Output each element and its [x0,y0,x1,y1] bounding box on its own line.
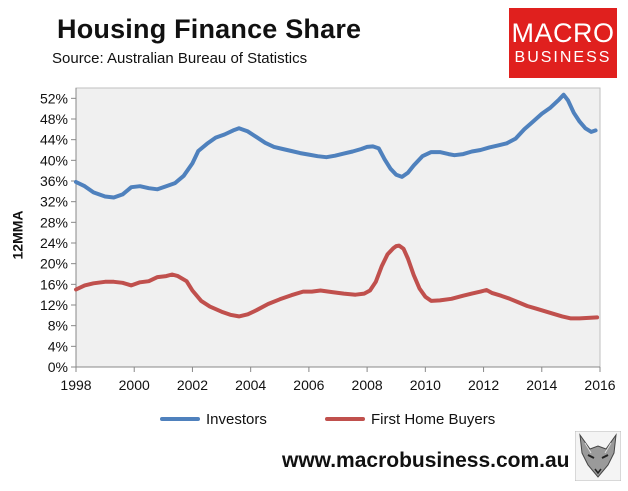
y-tick-label: 40% [40,152,68,168]
x-tick-label: 2002 [177,377,208,393]
y-tick-label: 4% [48,338,68,354]
y-tick-label: 24% [40,235,68,251]
logo-line-1: MACRO [511,17,615,48]
chart-source: Source: Australian Bureau of Statistics [52,50,308,67]
x-tick-label: 2006 [293,377,324,393]
y-tick-label: 36% [40,173,68,189]
macrobusiness-logo: MACRO BUSINESS [509,8,617,78]
y-tick-label: 12% [40,297,68,313]
x-tick-label: 2010 [410,377,441,393]
fox-logo-icon [575,431,621,481]
y-tick-label: 0% [48,359,68,375]
plot-area [75,87,601,368]
y-tick-label: 8% [48,318,68,334]
y-tick-label: 16% [40,276,68,292]
x-tick-label: 2004 [235,377,266,393]
y-tick-label: 44% [40,132,68,148]
y-tick-label: 20% [40,256,68,272]
legend-swatch-first-home-buyers [325,417,365,421]
x-tick-label: 2000 [119,377,150,393]
x-tick-label: 2012 [468,377,499,393]
legend-label-first-home-buyers: First Home Buyers [371,410,496,428]
x-tick-label: 2008 [352,377,383,393]
footer-url: www.macrobusiness.com.au [282,449,570,472]
legend-swatch-investors [160,417,200,421]
x-tick-label: 1998 [60,377,91,393]
legend-investors: Investors [160,409,267,429]
logo-line-2: BUSINESS [514,48,612,66]
x-tick-label: 2014 [526,377,557,393]
legend-first-home-buyers: First Home Buyers [325,409,495,429]
y-tick-label: 48% [40,111,68,127]
x-tick-label: 2016 [584,377,615,393]
y-tick-label: 28% [40,214,68,230]
chart-title: Housing Finance Share [57,14,362,44]
y-tick-label: 52% [40,90,68,106]
series-line-investors [74,92,598,200]
legend-label-investors: Investors [206,410,267,428]
series-line-first-home-buyers [74,243,600,321]
y-tick-label: 32% [40,194,68,210]
line-chart: 0% 4% 8% 12% 16% 20% 24% 28% 32% 36% 40% 44% 48% 52% 1… [40,87,616,393]
